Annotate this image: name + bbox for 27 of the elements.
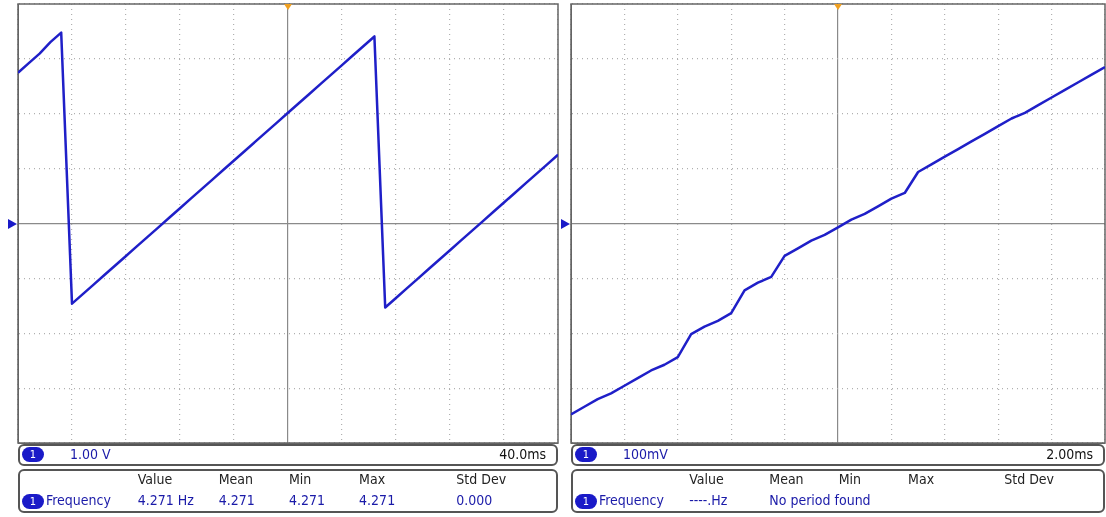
text: 1 — [22, 494, 44, 509]
text: Value — [689, 471, 724, 487]
text: Std Dev — [1004, 471, 1055, 487]
text: 4.271 — [359, 492, 396, 508]
text: 2.00ms — [1046, 446, 1093, 462]
text: 1 — [22, 447, 44, 462]
text: Max — [908, 471, 935, 487]
text: 4.271 — [288, 492, 325, 508]
text: 100mV — [623, 446, 668, 462]
text: ----.Hz — [689, 492, 728, 508]
text: Value — [137, 471, 173, 487]
text: 1 — [575, 447, 597, 462]
text: No period found — [769, 492, 871, 508]
text: 0.000 — [456, 492, 493, 508]
text: Frequency — [599, 492, 664, 508]
text: 4.271 Hz — [137, 492, 194, 508]
text: Max — [359, 471, 386, 487]
text: Mean — [218, 471, 254, 487]
text: Min — [838, 471, 862, 487]
text: 1 — [575, 494, 597, 509]
text: 4.271 — [218, 492, 255, 508]
text: Mean — [769, 471, 804, 487]
text: 40.0ms — [499, 446, 546, 462]
text: Frequency — [46, 492, 111, 508]
text: 1.00 V — [70, 446, 111, 462]
text: Std Dev — [456, 471, 507, 487]
text: Min — [288, 471, 312, 487]
